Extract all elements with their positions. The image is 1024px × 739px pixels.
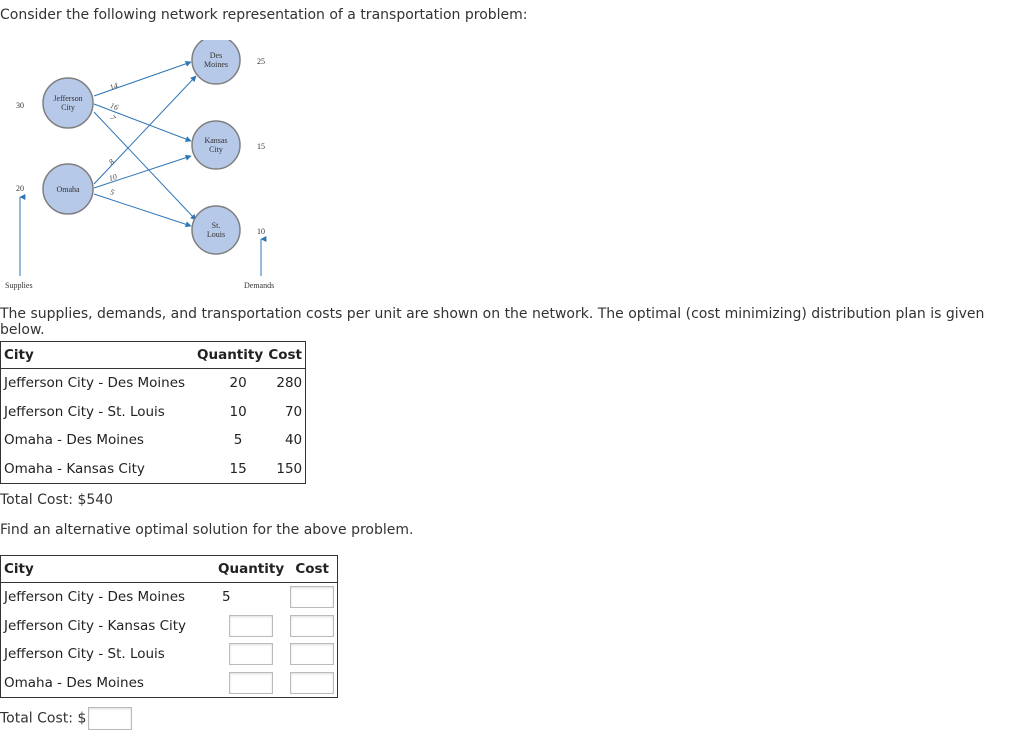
arc-cost-label: 10 [108, 172, 118, 183]
table-row: Omaha - Kansas City 15 150 [1, 455, 306, 484]
table-row: Jefferson City - Des Moines 5 [1, 583, 338, 612]
quantity-cell [215, 640, 287, 669]
cost-cell [287, 612, 338, 641]
arc-cost-label: 14 [109, 81, 120, 92]
header-quantity: Quantity [194, 341, 266, 369]
quantity-input[interactable] [229, 671, 274, 694]
cost-cell [287, 583, 338, 612]
network-diagram: 14 16 7 8 10 5 Jefferson City Omaha Des … [5, 40, 274, 290]
supply-value: 30 [16, 101, 24, 110]
row-city: Omaha - Kansas City [4, 460, 145, 477]
row-cost: 40 [284, 432, 303, 449]
table-row: Omaha - Des Moines [1, 669, 338, 698]
arc-cost-label: 7 [108, 113, 118, 123]
node-des-moines [191, 40, 241, 85]
arc-om-kc [93, 154, 192, 189]
total-cost-text: Total Cost: $540 [0, 492, 114, 508]
node-omaha [42, 163, 94, 215]
quantity-cell [215, 612, 287, 641]
table-header-row: City Quantity Cost [0, 341, 306, 369]
table-header-row: City Quantity Cost [0, 555, 338, 583]
row-cost: 150 [276, 460, 303, 477]
row-city: Jefferson City - St. Louis [4, 646, 165, 663]
node-label: Jefferson [53, 94, 82, 103]
header-cost: Cost [265, 341, 306, 369]
row-city: Jefferson City - Kansas City [4, 617, 187, 634]
quantity-cell [215, 669, 287, 698]
row-city: Jefferson City - Des Moines [4, 375, 186, 392]
table-row: Jefferson City - St. Louis [1, 640, 338, 669]
row-quantity: 20 [229, 375, 247, 392]
table-row: Jefferson City - Kansas City [1, 612, 338, 641]
row-quantity: 5 [222, 589, 231, 606]
description-text: The supplies, demands, and transportatio… [0, 306, 985, 338]
node-kansas-city [191, 120, 241, 170]
row-cost: 70 [284, 403, 303, 420]
cost-input[interactable] [290, 643, 335, 666]
supplies-label: Supplies [5, 281, 33, 290]
row-quantity: 15 [229, 460, 247, 477]
demand-value: 10 [257, 227, 265, 236]
cost-cell [287, 669, 338, 698]
table-row: Jefferson City - St. Louis 10 70 [1, 398, 306, 427]
header-city: City [0, 555, 215, 583]
arc-cost-label: 16 [109, 101, 120, 112]
arc-om-sl [93, 193, 192, 228]
row-quantity: 5 [233, 432, 243, 449]
node-label: Louis [207, 230, 225, 239]
table-row: Jefferson City - Des Moines 20 280 [1, 369, 306, 398]
alternative-solution-table: City Quantity Cost Jefferson City - Des … [0, 555, 339, 698]
optimal-plan-table: City Quantity Cost Jefferson City - Des … [0, 341, 307, 484]
row-city: Jefferson City - St. Louis [4, 403, 165, 420]
node-label: St. [212, 221, 221, 230]
header-quantity: Quantity [215, 555, 288, 583]
node-st-louis [191, 205, 241, 255]
arc-jc-sl [93, 111, 197, 221]
demand-value: 15 [257, 142, 265, 151]
arc-cost-label: 8 [107, 157, 116, 166]
supply-value: 20 [16, 184, 24, 193]
node-label: City [61, 103, 75, 112]
cost-input[interactable] [290, 586, 335, 609]
node-label: Omaha [56, 185, 80, 194]
row-city: Omaha - Des Moines [4, 674, 144, 691]
row-city: Omaha - Des Moines [4, 432, 144, 449]
node-jefferson-city [42, 77, 94, 129]
arc-jc-kc [93, 103, 192, 142]
node-label: Des [210, 51, 222, 60]
intro-text: Consider the following network represent… [0, 7, 528, 23]
total-cost-label: Total Cost: $ [0, 710, 87, 727]
total-cost-answer: Total Cost: $ [0, 707, 133, 730]
row-quantity: 10 [229, 403, 247, 420]
question-prompt: Find an alternative optimal solution for… [0, 522, 414, 538]
cost-input[interactable] [290, 614, 335, 637]
row-city: Jefferson City - Des Moines [4, 589, 186, 606]
quantity-input[interactable] [229, 643, 274, 666]
arc-jc-dm [93, 60, 192, 97]
node-label: Moines [204, 60, 228, 69]
header-city: City [0, 341, 194, 369]
row-cost: 280 [276, 375, 303, 392]
demands-label: Demands [244, 281, 274, 290]
cost-cell [287, 640, 338, 669]
demand-value: 25 [257, 57, 265, 66]
quantity-input[interactable] [229, 614, 274, 637]
cost-input[interactable] [290, 671, 335, 694]
arc-cost-label: 5 [109, 187, 115, 197]
node-label: Kansas [204, 136, 227, 145]
header-cost: Cost [287, 555, 338, 583]
table-row: Omaha - Des Moines 5 40 [1, 426, 306, 455]
total-cost-input[interactable] [88, 707, 133, 730]
arc-om-dm [93, 75, 197, 185]
node-label: City [209, 145, 223, 154]
